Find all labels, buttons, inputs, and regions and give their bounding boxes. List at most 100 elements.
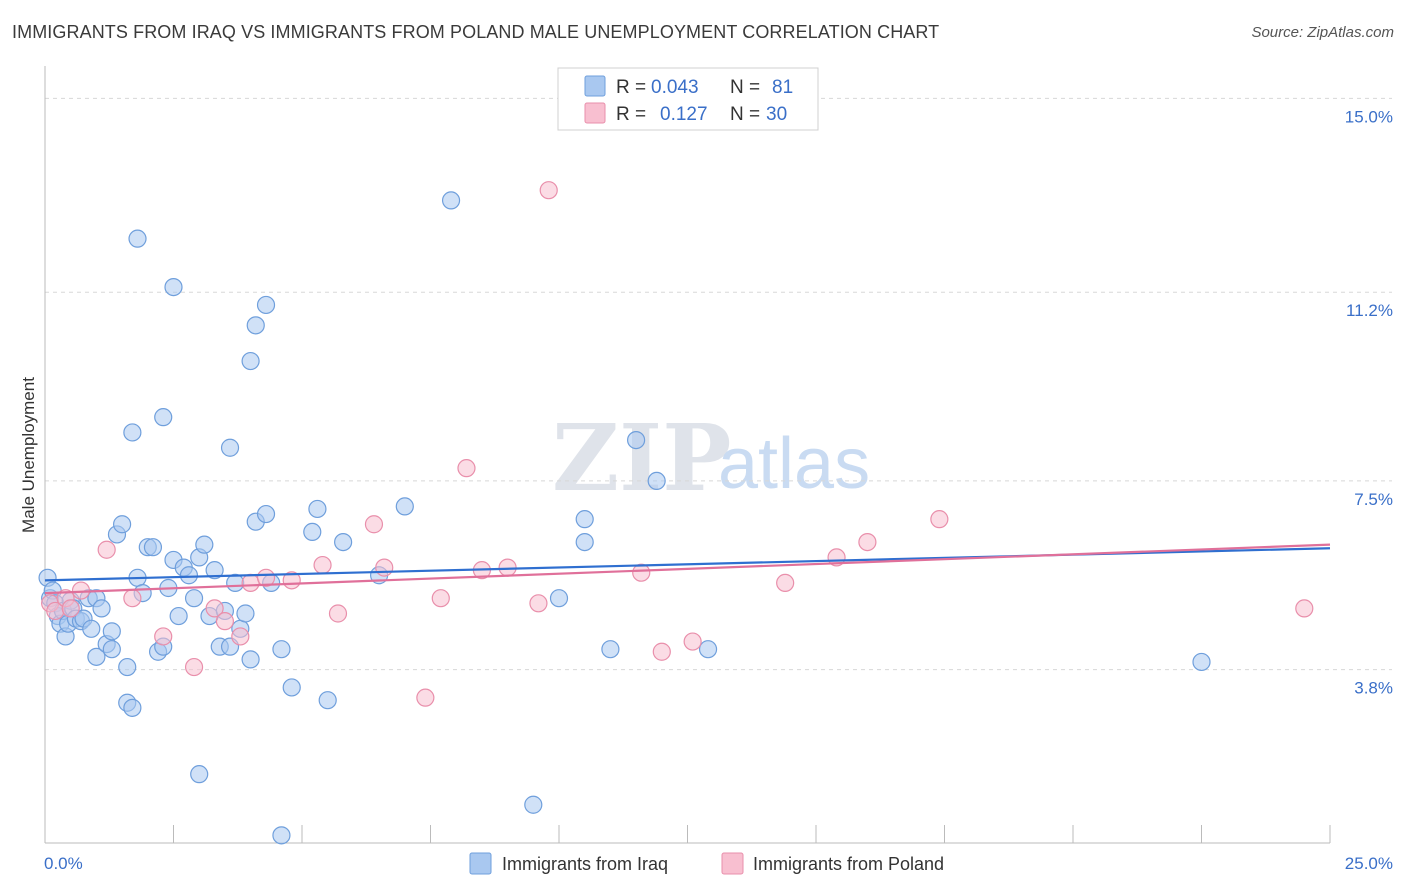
iraq-point-64 <box>575 510 594 529</box>
iraq-point-77 <box>256 295 276 315</box>
series-legend: Immigrants from Iraq Immigrants from Pol… <box>469 852 944 875</box>
iraq-point-55 <box>303 522 322 542</box>
iraq-point-35 <box>169 606 188 626</box>
poland-trend-line <box>44 543 1331 595</box>
iraq-point-70 <box>1192 652 1211 672</box>
poland-point-12 <box>241 573 260 593</box>
iraq-point-17 <box>87 647 106 666</box>
series-iraq-points <box>38 191 1211 845</box>
iraq-point-49 <box>241 650 260 669</box>
iraq-point-56 <box>308 499 327 519</box>
poland-point-13 <box>256 568 276 587</box>
poland-point-26 <box>632 563 651 582</box>
iraq-point-42 <box>205 561 224 580</box>
poland-point-17 <box>364 515 384 534</box>
y-tick-label-2: 11.2% <box>1346 301 1393 320</box>
iraq-point-20 <box>102 622 121 641</box>
watermark-atlas: atlas <box>718 424 870 504</box>
poland-point-19 <box>416 688 435 707</box>
x-tick-label-0: 0.0% <box>44 854 83 873</box>
poland-point-21 <box>457 459 476 478</box>
y-tick-label-3: 15.0% <box>1345 107 1393 126</box>
iraq-point-63 <box>549 589 569 608</box>
iraq-point-73 <box>164 278 183 297</box>
legend-n-value-iraq: 81 <box>772 77 793 98</box>
iraq-point-21 <box>102 640 121 659</box>
axes <box>44 66 1331 844</box>
iraq-point-38 <box>184 589 204 608</box>
iraq-point-58 <box>334 532 353 552</box>
poland-point-29 <box>776 573 795 593</box>
legend-r-label-iraq: R = <box>616 77 646 98</box>
iraq-point-53 <box>272 640 291 659</box>
bottom-legend-swatch-poland <box>721 852 744 875</box>
poland-point-25 <box>539 181 558 200</box>
y-tick-labels: 3.8% 7.5% 11.2% 15.0% <box>1345 107 1393 697</box>
poland-point-10 <box>215 612 234 631</box>
poland-point-20 <box>431 589 450 608</box>
bottom-legend-label-iraq: Immigrants from Iraq <box>502 854 668 874</box>
poland-point-3 <box>61 599 80 618</box>
iraq-point-24 <box>118 657 137 677</box>
iraq-point-48 <box>236 604 255 623</box>
poland-point-31 <box>858 532 877 552</box>
x-tick-labels: 0.0% 25.0% <box>44 854 1393 873</box>
iraq-trend-line <box>44 547 1331 582</box>
iraq-point-71 <box>123 423 142 442</box>
gridlines <box>45 97 1392 671</box>
iraq-point-60 <box>395 497 414 516</box>
poland-point-8 <box>184 657 204 677</box>
iraq-point-66 <box>601 640 620 659</box>
poland-point-7 <box>154 627 173 646</box>
poland-point-18 <box>375 558 394 577</box>
iraq-point-65 <box>575 532 594 552</box>
trend-lines <box>44 543 1331 595</box>
iraq-point-46 <box>226 573 245 593</box>
legend-n-label-iraq: N = <box>730 77 760 98</box>
iraq-point-30 <box>143 538 163 557</box>
iraq-point-72 <box>154 408 173 427</box>
poland-point-33 <box>1295 599 1314 618</box>
legend-swatch-iraq <box>584 75 606 97</box>
iraq-point-23 <box>112 515 132 534</box>
legend-r-value-iraq: 0.043 <box>651 77 699 98</box>
iraq-point-18 <box>92 599 111 618</box>
bottom-legend-label-poland: Immigrants from Poland <box>753 854 944 874</box>
poland-point-5 <box>97 540 116 559</box>
iraq-point-69 <box>698 640 718 659</box>
iraq-point-51 <box>256 504 276 524</box>
poland-point-27 <box>652 642 671 661</box>
stats-legend: R = 0.043 N = 81 R = 0.127 N = 30 <box>557 67 819 131</box>
iraq-point-75 <box>241 351 260 371</box>
iraq-point-74 <box>220 438 240 457</box>
poland-point-15 <box>313 555 332 575</box>
watermark: ZIP atlas <box>552 404 870 512</box>
poland-point-16 <box>328 604 348 623</box>
iraq-point-79 <box>190 765 209 784</box>
iraq-point-37 <box>179 566 199 585</box>
watermark-zip: ZIP <box>552 404 731 512</box>
y-tick-label-0: 3.8% <box>1354 679 1393 698</box>
iraq-point-57 <box>318 691 337 710</box>
poland-point-9 <box>205 599 224 618</box>
iraq-point-68 <box>647 471 666 490</box>
iraq-point-54 <box>282 678 301 697</box>
poland-point-11 <box>231 627 250 646</box>
poland-point-28 <box>683 632 702 651</box>
legend-r-label-poland: R = <box>616 104 646 125</box>
source-label: Source: ZipAtlas.com <box>1251 24 1394 41</box>
legend-n-label-poland: N = <box>730 104 760 125</box>
y-axis-title: Male Unemployment <box>19 377 38 533</box>
iraq-point-80 <box>272 826 291 845</box>
iraq-point-67 <box>626 431 646 450</box>
legend-r-value-poland: 0.127 <box>660 104 708 125</box>
iraq-point-40 <box>195 535 214 554</box>
chart-title: IMMIGRANTS FROM IRAQ VS IMMIGRANTS FROM … <box>12 22 940 42</box>
legend-swatch-poland <box>584 102 606 124</box>
poland-point-32 <box>930 510 949 529</box>
poland-point-6 <box>123 589 142 608</box>
legend-n-value-poland: 30 <box>766 104 787 125</box>
iraq-point-76 <box>246 316 265 335</box>
x-tick-label-1: 25.0% <box>1345 854 1393 873</box>
